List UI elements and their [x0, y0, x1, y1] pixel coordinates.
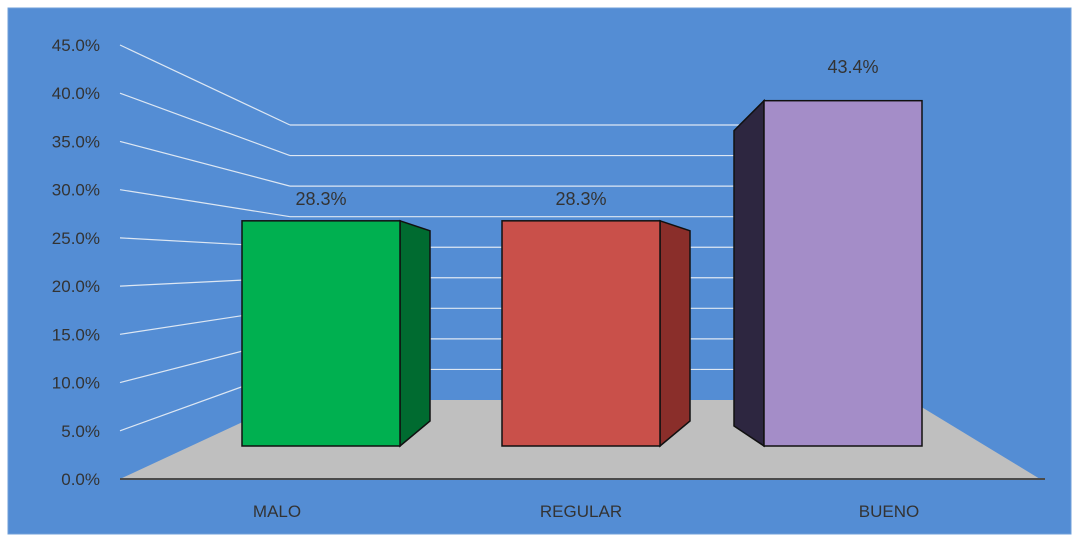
data-label: 43.4%	[827, 57, 878, 77]
y-tick-label: 20.0%	[52, 277, 100, 296]
bars	[241, 98, 923, 448]
category-label: REGULAR	[540, 502, 622, 521]
data-labels: 28.3% 28.3% 43.4%	[295, 57, 878, 209]
gridline-wall	[119, 140, 291, 187]
data-label: 28.3%	[295, 189, 346, 209]
y-tick-label: 40.0%	[52, 84, 100, 103]
bar-front-face	[501, 220, 661, 447]
y-tick-label: 0.0%	[61, 470, 100, 489]
bar-front-face	[241, 220, 401, 447]
data-label: 28.3%	[555, 189, 606, 209]
y-tick-label: 5.0%	[61, 422, 100, 441]
y-tick-label: 10.0%	[52, 374, 100, 393]
bar-regular	[501, 219, 691, 448]
y-tick-label: 30.0%	[52, 181, 100, 200]
bar-side-face	[399, 219, 431, 448]
y-tick-label: 25.0%	[52, 229, 100, 248]
bar-side-face	[733, 98, 765, 448]
bar-front-face	[763, 99, 923, 447]
y-axis-tick-labels: 0.0% 5.0% 10.0% 15.0% 20.0% 25.0% 30.0% 35.0% 40…	[52, 36, 100, 489]
gridline-wall	[119, 44, 291, 126]
y-tick-label: 35.0%	[52, 132, 100, 151]
y-tick-label: 15.0%	[52, 325, 100, 344]
bar-side-face	[659, 219, 691, 448]
y-tick-label: 45.0%	[52, 36, 100, 55]
category-label: MALO	[253, 502, 301, 521]
bar-bueno	[733, 98, 923, 448]
gridline-wall	[119, 189, 291, 218]
x-axis-category-labels: MALO REGULAR BUENO	[253, 502, 919, 521]
category-label: BUENO	[859, 502, 919, 521]
gridline-wall	[119, 92, 291, 157]
bar-malo	[241, 219, 431, 448]
